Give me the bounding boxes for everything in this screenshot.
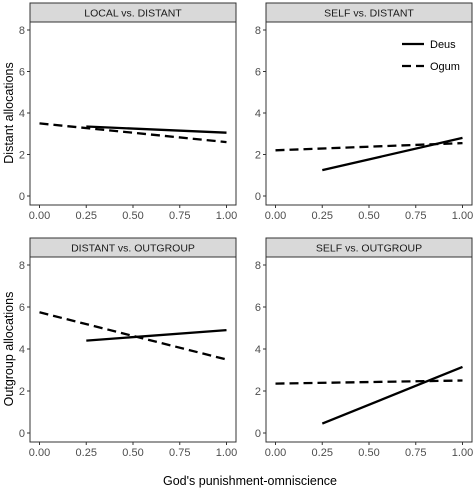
series-line-ogum (275, 379, 463, 385)
y-tick-label: 6 (255, 302, 261, 314)
y-tick-label: 8 (255, 25, 261, 37)
y-tick-label: 0 (255, 428, 261, 440)
series-line-deus (86, 125, 227, 134)
x-tick-label: 0.00 (29, 447, 50, 459)
series-line-ogum (39, 122, 227, 144)
panel-local-vs-distant: LOCAL vs. DISTANT 0 2 4 6 8 0.00 0.25 0.50 0.75 1.… (19, 2, 237, 222)
plot-area (265, 256, 473, 443)
series-line-deus (321, 365, 463, 425)
y-tick-label: 8 (255, 260, 261, 272)
x-tick-label: 0.50 (122, 210, 143, 222)
legend-label-ogum: Ogum (430, 61, 460, 73)
plot-area (29, 256, 237, 443)
y-tick-label: 0 (19, 191, 25, 203)
x-tick-label: 0.50 (122, 447, 143, 459)
strip-label: SELF vs. DISTANT (324, 8, 414, 20)
y-tick-label: 6 (19, 67, 25, 79)
y-axis-title-bottom-row: Outgroup allocations (2, 292, 16, 407)
x-tick-label: 0.00 (29, 210, 50, 222)
x-tick-label: 1.00 (216, 210, 237, 222)
y-axis-title-top-row: Distant allocations (2, 62, 16, 163)
strip-label: DISTANT vs. OUTGROUP (71, 243, 195, 255)
strip-label: SELF vs. OUTGROUP (316, 243, 422, 255)
legend: Deus Ogum (402, 39, 460, 73)
y-tick-label: 8 (19, 25, 25, 37)
series-line-deus (86, 328, 227, 342)
x-tick-label: 1.00 (452, 210, 473, 222)
y-tick-label: 4 (19, 344, 25, 356)
x-tick-label: 0.25 (312, 447, 333, 459)
y-tick-label: 4 (255, 108, 261, 120)
strip-label: LOCAL vs. DISTANT (84, 8, 182, 20)
x-tick-label: 0.00 (265, 210, 286, 222)
x-axis-title: God's punishment-omniscience (163, 474, 337, 488)
x-tick-label: 0.75 (169, 210, 190, 222)
series-line-ogum (275, 141, 463, 152)
panel-distant-vs-outgroup: DISTANT vs. OUTGROUP 0 2 4 6 8 0.00 0.25 0.50 0.7… (19, 237, 237, 459)
x-tick-label: 0.75 (405, 447, 426, 459)
y-tick-label: 0 (19, 428, 25, 440)
y-tick-label: 2 (255, 150, 261, 162)
x-tick-label: 0.25 (76, 447, 97, 459)
panel-self-vs-distant: SELF vs. DISTANT 0 2 4 6 8 0.00 0.25 0.50 0.75 1.0… (255, 2, 473, 222)
y-tick-label: 6 (255, 67, 261, 79)
x-tick-label: 0.75 (169, 447, 190, 459)
y-tick-label: 8 (19, 260, 25, 272)
y-tick-label: 4 (255, 344, 261, 356)
y-tick-label: 2 (255, 386, 261, 398)
x-tick-label: 1.00 (216, 447, 237, 459)
x-tick-label: 0.25 (76, 210, 97, 222)
x-tick-label: 0.50 (358, 210, 379, 222)
x-tick-label: 0.50 (358, 447, 379, 459)
y-tick-label: 2 (19, 386, 25, 398)
panel-self-vs-outgroup: SELF vs. OUTGROUP 0 2 4 6 8 0.00 0.25 0.50 0.75 1.… (255, 237, 473, 459)
x-tick-label: 0.00 (265, 447, 286, 459)
y-tick-label: 0 (255, 191, 261, 203)
legend-label-deus: Deus (430, 39, 456, 51)
x-tick-label: 0.75 (405, 210, 426, 222)
x-tick-label: 0.25 (312, 210, 333, 222)
series-line-ogum (39, 311, 227, 361)
y-tick-label: 2 (19, 150, 25, 162)
plot-area (29, 21, 237, 206)
series-line-deus (322, 136, 463, 172)
y-tick-label: 6 (19, 302, 25, 314)
x-tick-label: 1.00 (452, 447, 473, 459)
y-tick-label: 4 (19, 108, 25, 120)
